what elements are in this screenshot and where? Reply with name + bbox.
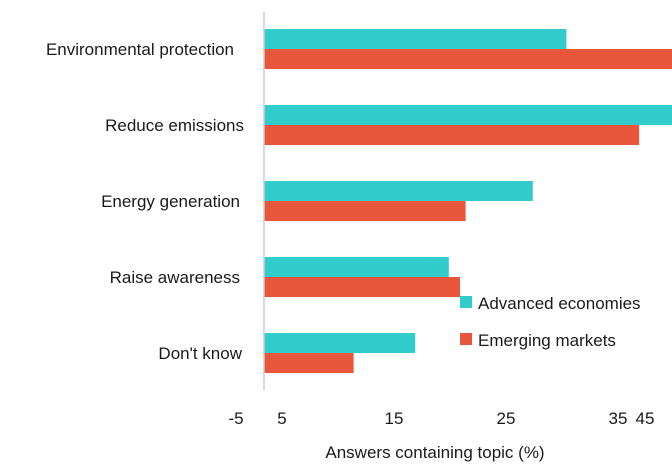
legend-swatch	[460, 333, 472, 345]
category-label: Energy generation	[101, 192, 240, 211]
x-tick-label: 35	[609, 409, 628, 428]
bar-advanced-economies	[264, 333, 416, 353]
bar-emerging-markets	[264, 49, 672, 69]
x-tick-label: 5	[277, 409, 286, 428]
bar-emerging-markets	[264, 125, 640, 145]
legend-swatch	[460, 296, 472, 308]
category-label: Environmental protection	[46, 40, 234, 59]
bar-emerging-markets	[264, 353, 354, 373]
bar-advanced-economies	[264, 181, 533, 201]
x-tick-labels: -5 5 15 25 35 45	[228, 409, 654, 428]
legend-label: Emerging markets	[478, 331, 616, 350]
bar-advanced-economies	[264, 257, 449, 277]
category-label: Don't know	[158, 344, 242, 363]
x-axis-title: Answers containing topic (%)	[325, 443, 544, 462]
legend: Advanced economies Emerging markets	[460, 294, 641, 350]
bar-advanced-economies	[264, 29, 567, 49]
bar-emerging-markets	[264, 201, 466, 221]
bars	[264, 29, 672, 373]
category-label: Reduce emissions	[105, 116, 244, 135]
x-tick-label: 25	[497, 409, 516, 428]
x-tick-label: 15	[385, 409, 404, 428]
x-tick-label: -5	[228, 409, 243, 428]
category-labels: Environmental protection Reduce emissions…	[46, 40, 244, 363]
legend-label: Advanced economies	[478, 294, 641, 313]
bar-advanced-economies	[264, 105, 672, 125]
bar-emerging-markets	[264, 277, 460, 297]
x-tick-label: 45	[636, 409, 655, 428]
category-label: Raise awareness	[110, 268, 240, 287]
